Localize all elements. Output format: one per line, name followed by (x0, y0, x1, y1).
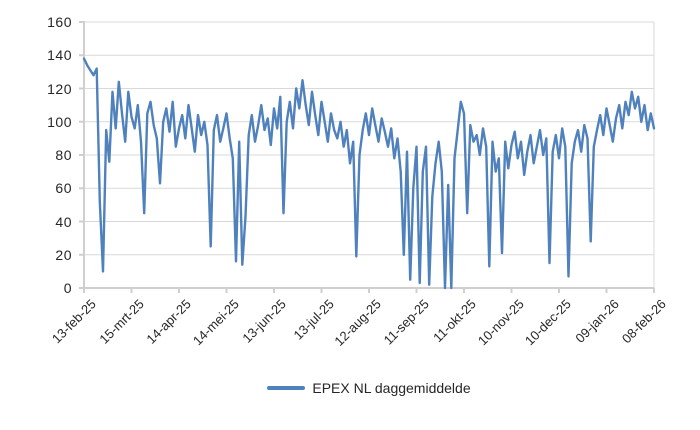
y-axis-tick-label: 160 (47, 14, 72, 30)
y-axis-tick-label: 140 (47, 47, 72, 64)
y-axis-tick-label: 80 (55, 147, 72, 163)
y-axis-tick-label: 0 (63, 280, 72, 296)
y-axis-tick-label: 20 (55, 246, 72, 263)
legend-series-label: EPEX NL daggemiddelde (312, 380, 471, 396)
y-axis-tick-label: 40 (55, 213, 72, 230)
y-axis-tick-label: 100 (47, 113, 72, 130)
legend-line-marker-icon (267, 386, 306, 390)
y-axis-tick-label: 120 (47, 80, 72, 97)
epex-nl-series-line (82, 57, 656, 290)
y-axis-tick-label: 60 (55, 180, 72, 197)
legend: EPEX NL daggemiddelde (84, 378, 654, 398)
